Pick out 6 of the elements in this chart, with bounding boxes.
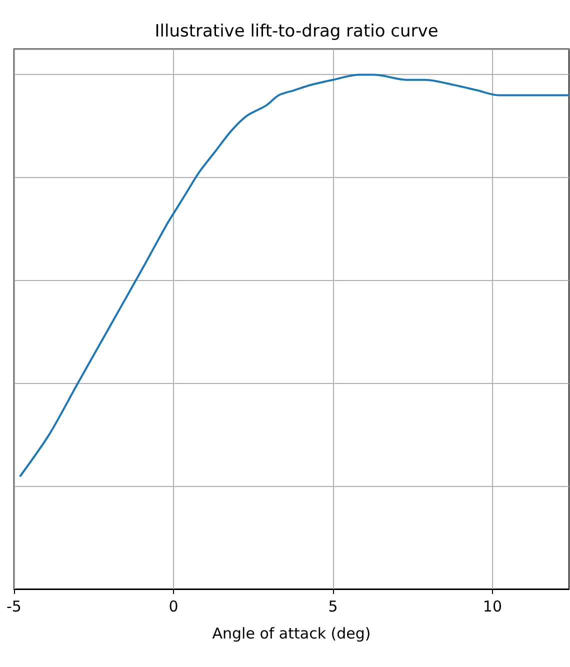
x-tick-label: 10	[482, 598, 502, 616]
x-axis-title: Angle of attack (deg)	[212, 624, 371, 642]
x-tick-label: 0	[168, 598, 178, 616]
chart-title: Illustrative lift-to-drag ratio curve	[154, 22, 438, 42]
x-tick-label: -5	[6, 598, 22, 616]
x-tick-label: 5	[328, 598, 338, 616]
